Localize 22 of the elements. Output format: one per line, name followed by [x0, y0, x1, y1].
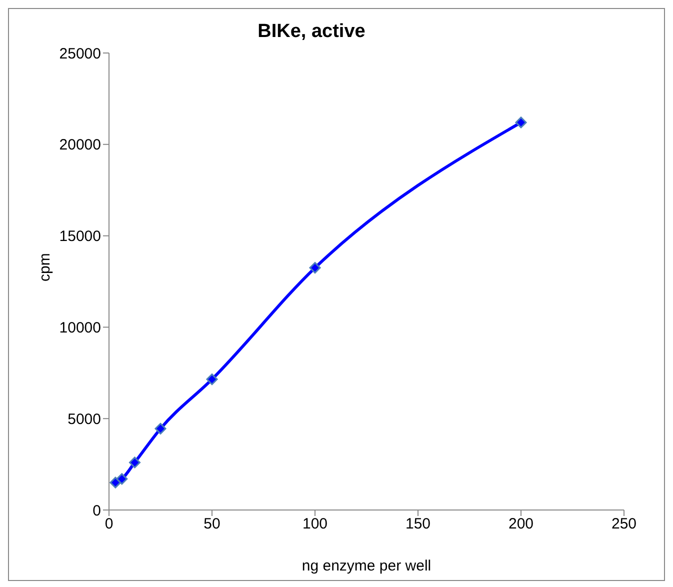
y-tick-label: 25000 — [59, 45, 101, 62]
y-tick-label: 0 — [92, 502, 101, 520]
x-axis-title: ng enzyme per well — [302, 558, 432, 575]
point — [515, 116, 527, 128]
y-axis-title: cpm — [36, 253, 54, 282]
point — [206, 374, 218, 386]
point — [110, 476, 122, 488]
y-tick-label: 10000 — [59, 320, 101, 337]
x-tick-label: 50 — [204, 516, 220, 533]
x-tick-label: 100 — [302, 516, 328, 533]
x-tick-label: 200 — [508, 516, 534, 533]
point — [309, 262, 321, 274]
point — [116, 473, 128, 485]
x-tick-label: 0 — [104, 516, 114, 533]
y-tick-label: 15000 — [59, 228, 101, 246]
x-tick-label: 250 — [611, 516, 637, 533]
point — [154, 422, 166, 434]
y-tick-label: 20000 — [59, 136, 101, 154]
point — [129, 456, 140, 468]
chart-title: BIKe, active — [256, 21, 366, 43]
y-tick-label: 5000 — [68, 410, 101, 428]
x-tick-label: 150 — [405, 516, 431, 533]
